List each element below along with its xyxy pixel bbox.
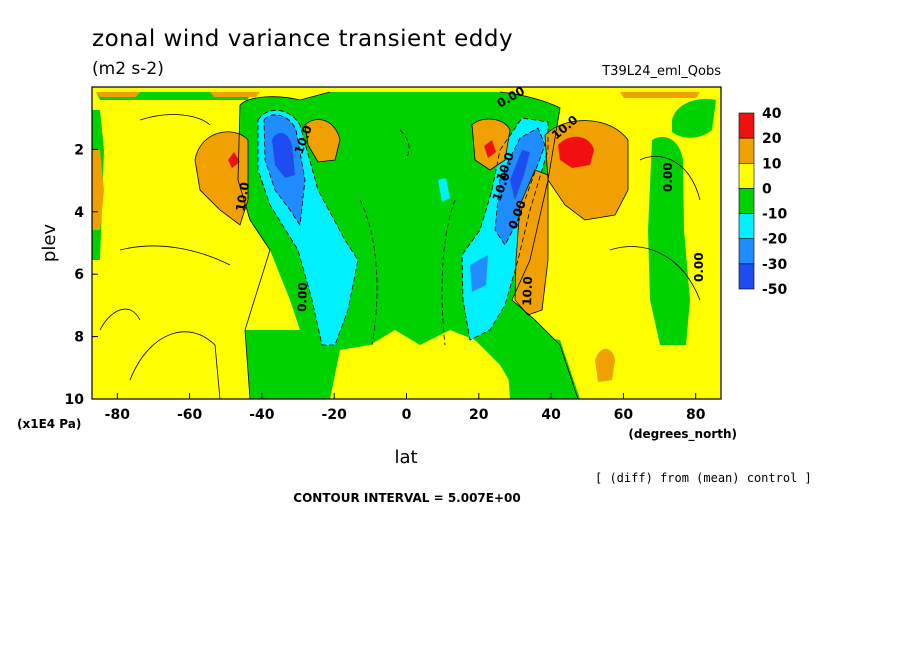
x-axis-units: (degrees_north)	[628, 427, 737, 442]
x-tick-label: -20	[322, 407, 348, 423]
fill-yellow-spike-2	[414, 358, 432, 399]
x-tick-label: 60	[614, 407, 634, 423]
fill-green-right-column	[648, 136, 690, 345]
colorbar: 40 20 10 0 -10 -20 -30 -50	[738, 106, 788, 298]
y-tick-label: 10	[65, 392, 85, 408]
y-axis-ticks: 2 4 6 8 10	[65, 142, 98, 408]
colorbar-label: 40	[762, 106, 782, 122]
y-axis-units: (x1E4 Pa)	[17, 417, 81, 431]
colorbar-swatch	[738, 112, 755, 139]
colorbar-label: -30	[762, 257, 788, 273]
colorbar-label: 10	[762, 156, 782, 172]
contour-lines-negative	[257, 110, 549, 346]
fill-orange-top-1	[210, 92, 260, 97]
run-name: T39L24_eml_Qobs	[601, 64, 721, 79]
fill-orange-lower-right	[595, 348, 615, 382]
fill-darkblue-north	[510, 150, 530, 200]
contour-label: 0.00	[295, 282, 310, 312]
x-tick-label: -40	[249, 407, 275, 423]
contour-lines	[99, 91, 701, 399]
x-axis-ticks: -80 -60 -40 -20 0 20 40 60 80	[105, 393, 706, 423]
fill-orange-nh-column	[515, 170, 548, 315]
contour-interval: CONTOUR INTERVAL = 5.007E+00	[293, 491, 520, 505]
colorbar-swatch	[738, 188, 755, 214]
colorbar-label: 0	[762, 181, 772, 197]
fill-darkblue-south	[272, 133, 295, 178]
fill-orange-sh-small	[305, 119, 340, 162]
fill-midblue-north-low	[470, 255, 488, 292]
colorbar-swatch	[738, 213, 755, 240]
contour-label: 0.00	[692, 252, 706, 282]
fill-orange-top-2	[620, 92, 700, 98]
fill-green-upper-right	[672, 98, 716, 138]
contour-label: 0.00	[661, 162, 675, 192]
contour-field	[92, 87, 721, 399]
fill-yellow-spike-3	[462, 360, 478, 399]
x-tick-label: -60	[177, 407, 203, 423]
fill-red-sh-max	[228, 152, 240, 168]
colorbar-label: -20	[762, 232, 788, 248]
y-axis-label: plev	[39, 224, 60, 263]
fill-yellow-spike-1	[382, 370, 398, 399]
x-tick-label: 80	[686, 407, 706, 423]
y-tick-label: 8	[74, 330, 84, 346]
colorbar-label: -50	[762, 282, 788, 298]
y-tick-label: 4	[74, 205, 84, 221]
fill-green-lower-left	[245, 330, 340, 399]
fill-midblue-north	[495, 128, 545, 245]
colorbar-swatch	[738, 137, 755, 164]
contour-label: 10.0	[520, 276, 535, 306]
colorbar-label: 20	[762, 131, 782, 147]
fill-orange-top-3	[96, 92, 140, 97]
fill-cyan-small	[438, 178, 450, 202]
x-tick-label: 0	[402, 407, 412, 423]
colorbar-swatch	[738, 162, 755, 189]
contour-label: 10.0	[233, 181, 252, 213]
y-tick-label: 2	[74, 142, 84, 158]
fill-red-nh-max	[558, 136, 594, 168]
comparison-note: [ (diff) from (mean) control ]	[595, 471, 812, 485]
colorbar-swatch	[738, 263, 755, 290]
colorbar-label: -10	[762, 207, 788, 223]
chart-title: zonal wind variance transient eddy	[92, 26, 513, 52]
x-tick-label: -80	[105, 407, 131, 423]
fill-green-lower-right	[505, 330, 580, 399]
chart-units: (m2 s-2)	[92, 59, 164, 79]
fill-red-nh-small	[484, 140, 496, 158]
x-axis-label: lat	[394, 447, 417, 468]
x-tick-label: 40	[541, 407, 561, 423]
fill-orange-left-edge	[92, 150, 104, 230]
colorbar-swatch	[738, 238, 755, 265]
y-tick-label: 6	[74, 267, 84, 283]
x-tick-label: 20	[469, 407, 489, 423]
